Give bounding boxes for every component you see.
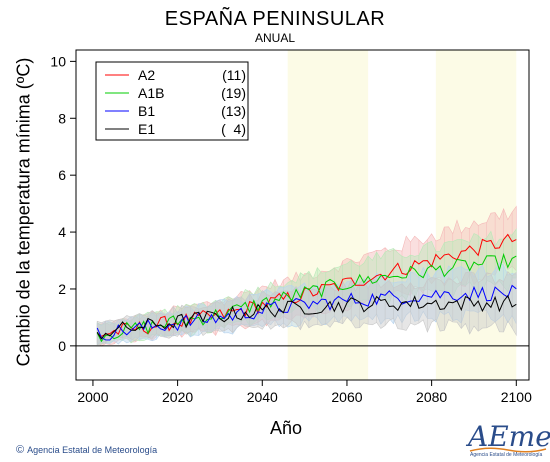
footer-text: Agencia Estatal de Meteorología [27, 445, 158, 455]
y-axis-label: Cambio de la temperatura mínima (ºC) [13, 57, 34, 367]
x-tick-label-2040: 2040 [247, 389, 278, 405]
y-tick-label-0: 0 [58, 338, 66, 354]
shaded-period-1 [287, 50, 369, 380]
legend-label-a1b: A1B [138, 85, 164, 101]
logo-subtitle: Agencia Estatal de Meteorología [470, 452, 543, 458]
y-tick-label-8: 8 [58, 110, 66, 126]
x-tick-label-2000: 2000 [77, 389, 108, 405]
plot-frame [75, 49, 530, 381]
y-tick-label-2: 2 [58, 281, 66, 297]
shaded-periods [287, 50, 517, 380]
band-e1 [96, 270, 517, 346]
x-tick-label-2020: 2020 [162, 389, 193, 405]
y-tick-label-4: 4 [58, 224, 66, 240]
aemet-logo: AEmet Agencia Estatal de Meteorología [468, 420, 550, 460]
y-tick-label-6: 6 [58, 167, 66, 183]
x-axis-label: Año [270, 418, 303, 438]
series-line-a1b [96, 252, 517, 343]
legend-count-e1: ( 4) [221, 121, 246, 137]
legend-label-e1: E1 [138, 121, 155, 137]
series-line-b1 [96, 284, 517, 341]
chart-title: ESPAÑA PENINSULAR [164, 8, 386, 30]
copyright-icon: © [16, 444, 25, 456]
legend: A2 (11) A1B (19) B1 (13) E1 ( 4) [95, 61, 249, 141]
legend-count-a1b: (19) [221, 85, 246, 101]
legend-label-b1: B1 [138, 103, 155, 119]
chart-subtitle: ANUAL [254, 31, 295, 45]
footer-credit: © Agencia Estatal de Meteorología [16, 444, 157, 456]
y-tick-label-10: 10 [50, 53, 66, 69]
legend-count-a2: (11) [222, 67, 246, 83]
series-lines [96, 233, 517, 343]
x-tick-label-2060: 2060 [331, 389, 362, 405]
shaded-period-2 [435, 50, 517, 380]
x-tick-label-2080: 2080 [416, 389, 447, 405]
series-line-e1 [96, 294, 517, 340]
x-tick-label-2100: 2100 [501, 389, 532, 405]
legend-label-a2: A2 [138, 67, 155, 83]
logo-wave-icon [469, 447, 547, 453]
legend-count-b1: (13) [221, 103, 246, 119]
logo-wordmark: AEmet [468, 420, 550, 453]
axes: 2000 2020 2040 2060 2080 2100 0 2 4 6 8 10 [50, 49, 532, 405]
